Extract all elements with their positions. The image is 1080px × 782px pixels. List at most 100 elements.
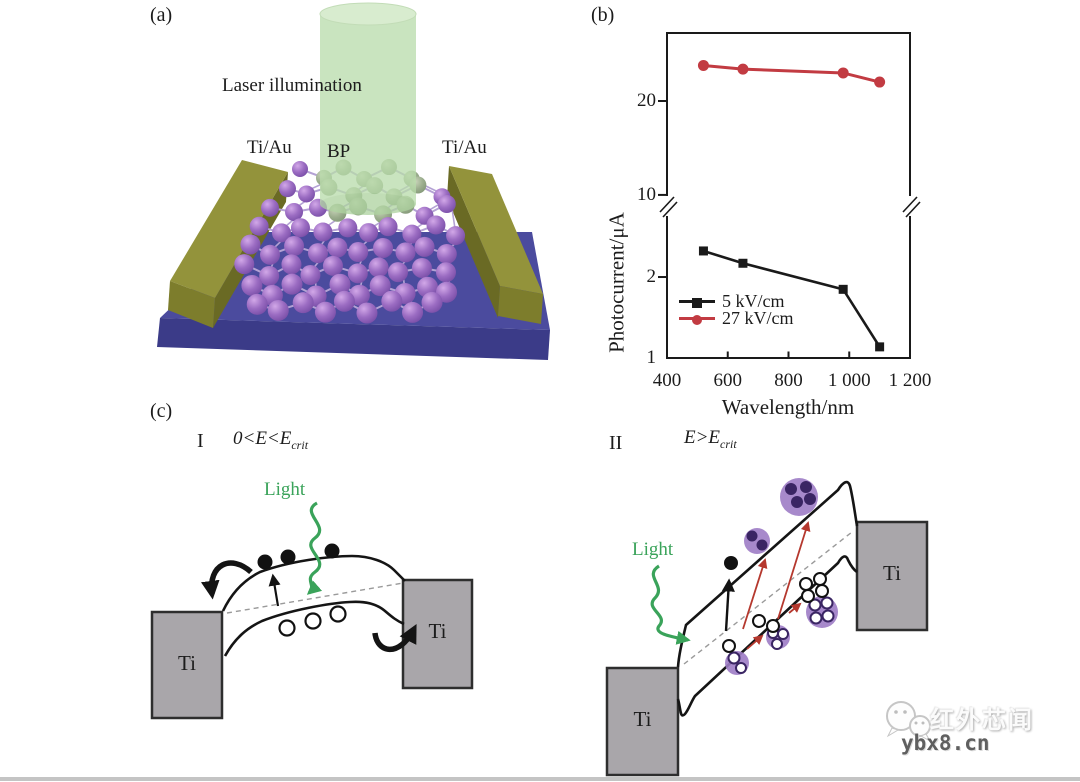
left-electrode-label: Ti/Au [247,137,292,158]
electron [724,556,738,570]
regime2-equation: E>Ecrit [684,427,737,451]
legend-marker-square [692,297,702,308]
atom [292,161,308,177]
series-line-27 kV/cm [703,63,880,84]
atom [297,185,315,203]
atom [348,242,369,263]
ti-label-right-1: Ti [428,619,447,643]
y-tick-label: 1 [646,347,657,368]
left-electrode-top [170,160,288,298]
atom [290,218,310,238]
valence-band [676,555,858,717]
atom [267,299,289,321]
atom [285,203,304,222]
atom [347,263,368,284]
equation-main: E>E [684,427,721,448]
atom [333,290,355,312]
atom [414,236,435,257]
regime1-numeral: I [197,430,204,452]
y-tick-label: 10 [637,183,656,205]
right-electrode-top [449,166,543,294]
data-point [838,284,848,294]
y-tick-label: 20 [637,90,656,111]
atom [281,254,302,275]
data-point [874,76,886,88]
x-tick-label: 800 [774,370,803,391]
x-tick-label: 600 [713,370,743,391]
x-tick-label: 1 200 [888,370,932,391]
fermi-level-dashed [226,582,404,614]
legend-line [679,314,715,325]
watermark-name: 红外芯闻 [930,706,1034,734]
atom [249,216,269,236]
atom [327,237,348,258]
legend-item: 27 kV/cm [679,307,794,328]
atom [259,265,280,286]
excitation-arrow [268,573,281,607]
atom [378,217,398,237]
panel-a-label: (a) [150,4,173,26]
legend-label: 27 kV/cm [722,307,794,328]
laser-illumination-label: Laser illumination [222,75,362,96]
free-holes [722,572,829,653]
regime1-equation: 0<E<Ecrit [233,428,308,452]
x-tick-label: 400 [652,370,682,391]
bottom-divider [0,777,1080,781]
atom [421,291,443,313]
x-axis-title: Wavelength/nm [721,395,855,419]
atom [446,226,466,246]
atom [373,237,394,258]
regime2-numeral: II [609,432,623,454]
atom [241,274,263,296]
ti-label-right-2: Ti [883,561,901,585]
y-tick-label: 2 [646,266,657,288]
legend-item: 5 kV/cm [679,291,794,311]
bp-label: BP [327,141,351,162]
atom [368,257,389,278]
ti-box-left [605,666,680,777]
atom [381,290,403,312]
atom [292,292,314,314]
atom [329,273,351,295]
atom [300,265,321,286]
legend-marker-circle [692,314,702,325]
atom [284,236,305,257]
equation-sub: crit [720,436,737,451]
ti-label-left-1: Ti [178,651,196,675]
watermark-site: ybx8.cn [901,731,990,755]
electron-extraction-arrow [201,560,253,600]
atom [314,301,336,323]
atom [356,302,378,324]
conduction-band [676,480,859,668]
right-electrode-side [447,166,500,318]
ti-label-left-2: Ti [633,707,652,731]
atom [240,234,261,255]
electron-multiplication-clouds [744,478,818,554]
atom [322,255,343,276]
series-line-5 kV/cm [703,249,881,348]
axis-break-left [658,196,678,218]
atom [388,262,409,283]
panel-c-label: (c) [150,400,173,422]
ti-box-left [150,610,224,720]
data-point [698,246,708,256]
chart-series [697,59,886,352]
conduction-band [221,554,406,612]
panel-b-label: (b) [591,4,615,26]
atom [395,242,416,263]
right-electrode-front [498,286,543,324]
atom [437,195,456,214]
atom [359,223,379,243]
valence-band [223,600,405,657]
data-point [737,63,749,75]
atom [402,301,424,323]
atom [369,275,391,297]
atom [436,243,457,264]
atom [271,223,291,243]
hole-extraction-arrow [372,624,417,652]
atom [307,243,328,264]
data-point [837,67,849,79]
band-diagram-low-field [150,501,474,720]
atom [234,254,255,275]
